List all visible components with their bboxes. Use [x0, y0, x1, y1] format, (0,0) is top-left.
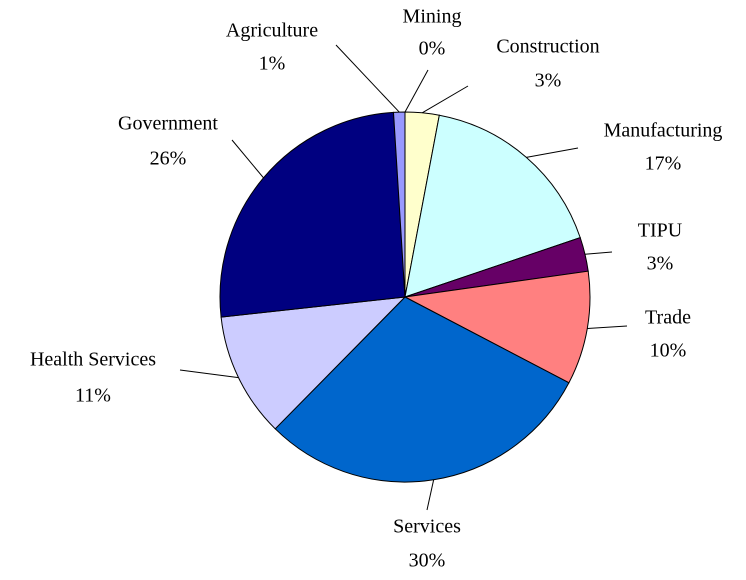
leader-line	[179, 369, 239, 379]
leader-line	[426, 479, 435, 511]
slice-label: Government	[118, 113, 218, 135]
slice-value-label: 3%	[647, 253, 674, 275]
slice-label: Mining	[403, 6, 462, 28]
leader-line	[404, 69, 429, 113]
slice-value-label: 30%	[409, 550, 446, 572]
leader-line	[526, 147, 579, 158]
slice-value-label: 17%	[645, 153, 682, 175]
slice-value-label: 1%	[259, 53, 286, 75]
slice-label: Manufacturing	[604, 120, 723, 142]
slice-label: Trade	[645, 307, 691, 329]
pie-slice	[219, 111, 406, 318]
slice-value-label: 26%	[150, 148, 187, 170]
slice-label: TIPU	[638, 220, 683, 242]
slice-label: Construction	[496, 36, 599, 58]
leader-line	[421, 85, 469, 114]
slice-value-label: 0%	[419, 38, 446, 60]
slice-value-label: 10%	[650, 340, 687, 362]
slice-value-label: 11%	[75, 385, 111, 407]
pie-slice	[392, 111, 406, 298]
slice-label: Agriculture	[226, 20, 318, 42]
slice-label: Services	[393, 516, 461, 538]
leader-line	[584, 251, 613, 255]
slice-label: Health Services	[30, 349, 156, 371]
slice-value-label: 3%	[535, 70, 562, 92]
leader-line	[335, 44, 400, 113]
leader-line	[231, 139, 264, 179]
pie-slice	[403, 270, 591, 384]
pie-slice	[274, 296, 570, 483]
leader-line	[587, 325, 628, 329]
